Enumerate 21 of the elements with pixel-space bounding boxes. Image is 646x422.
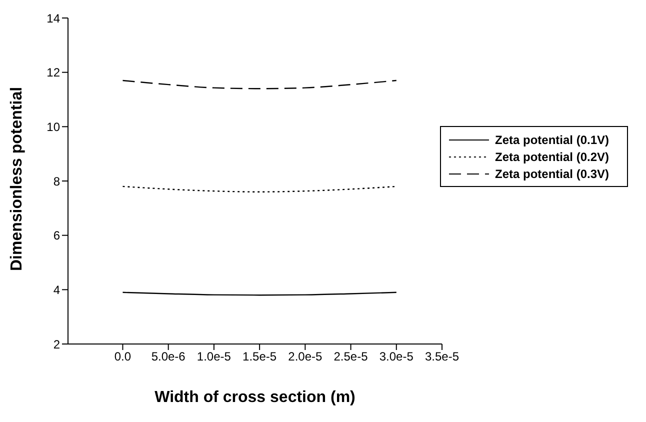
y-tick-label: 12 (46, 66, 60, 80)
x-tick-label: 3.0e-5 (379, 350, 414, 364)
legend-label: Zeta potential (0.3V) (495, 166, 610, 180)
x-tick-label: 2.5e-5 (334, 350, 368, 364)
y-tick-label: 2 (53, 337, 60, 352)
legend-label: Zeta potential (0.1V) (495, 132, 610, 146)
line-series (122, 80, 397, 90)
y-tick-label: 4 (53, 282, 60, 297)
x-tick-label: 1.0e-5 (196, 350, 232, 364)
legend-label: Zeta potential (0.2V) (495, 150, 610, 164)
x-tick-label: 5.0e-6 (151, 350, 186, 364)
y-tick-label: 8 (53, 174, 60, 188)
y-tick-label: 6 (53, 228, 60, 243)
y-tick-label: 10 (46, 120, 60, 134)
y-tick-label: 14 (46, 11, 60, 26)
x-tick-label: 0.0 (114, 350, 132, 364)
x-tick-label: 1.5e-5 (242, 350, 277, 364)
x-tick-label: 2.0e-5 (288, 350, 323, 364)
x-tick-label: 3.5e-5 (424, 350, 460, 364)
x-axis-title: Width of cross section (m) (154, 389, 356, 406)
y-axis-title: Dimensionless potential (8, 86, 26, 271)
